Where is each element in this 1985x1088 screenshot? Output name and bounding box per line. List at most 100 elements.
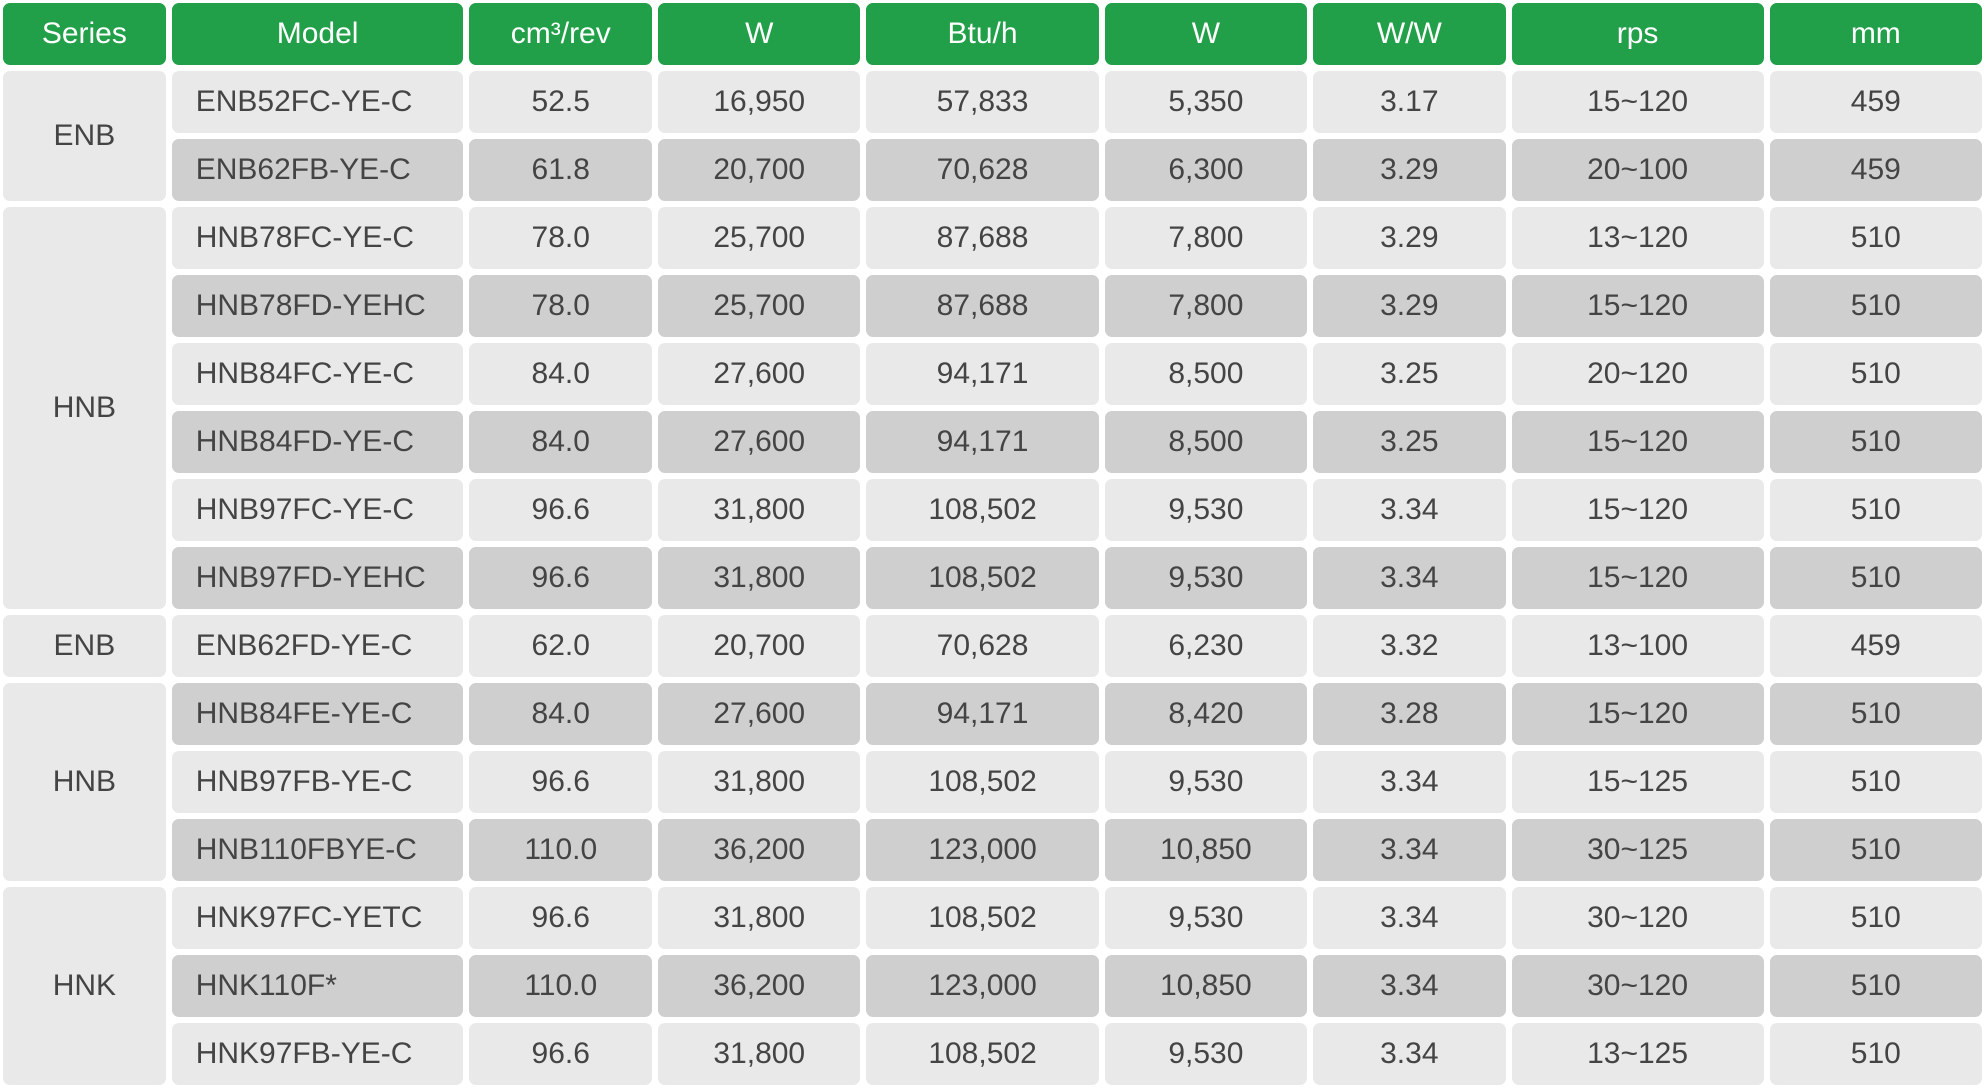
- rps-cell: 13~125: [1509, 1020, 1767, 1088]
- col-header-btu: Btu/h: [863, 0, 1101, 68]
- cm3-cell: 61.8: [466, 136, 655, 204]
- btu-cell: 57,833: [863, 68, 1101, 136]
- table-row: HNB97FD-YEHC96.631,800108,5029,5303.3415…: [0, 544, 1985, 612]
- table-header: Series Model cm³/rev W Btu/h W W/W rps m…: [0, 0, 1985, 68]
- col-header-cm3: cm³/rev: [466, 0, 655, 68]
- w2-cell: 8,500: [1102, 408, 1310, 476]
- ww-cell: 3.29: [1310, 272, 1509, 340]
- btu-cell: 108,502: [863, 1020, 1101, 1088]
- w2-cell: 10,850: [1102, 816, 1310, 884]
- rps-cell: 20~120: [1509, 340, 1767, 408]
- table-row: ENBENB62FD-YE-C62.020,70070,6286,2303.32…: [0, 612, 1985, 680]
- rps-cell: 30~120: [1509, 884, 1767, 952]
- model-cell: HNB84FD-YE-C: [169, 408, 467, 476]
- cm3-cell: 84.0: [466, 408, 655, 476]
- rps-cell: 15~120: [1509, 544, 1767, 612]
- mm-cell: 510: [1767, 272, 1985, 340]
- model-cell: HNB97FD-YEHC: [169, 544, 467, 612]
- model-cell: HNB97FB-YE-C: [169, 748, 467, 816]
- spec-table-container: Series Model cm³/rev W Btu/h W W/W rps m…: [0, 0, 1985, 1088]
- rps-cell: 15~120: [1509, 272, 1767, 340]
- w2-cell: 9,530: [1102, 1020, 1310, 1088]
- w2-cell: 9,530: [1102, 884, 1310, 952]
- ww-cell: 3.25: [1310, 408, 1509, 476]
- table-row: HNKHNK97FC-YETC96.631,800108,5029,5303.3…: [0, 884, 1985, 952]
- rps-cell: 15~120: [1509, 408, 1767, 476]
- w1-cell: 31,800: [655, 1020, 863, 1088]
- series-cell: HNB: [0, 680, 169, 884]
- rps-cell: 15~120: [1509, 476, 1767, 544]
- model-cell: HNK110F*: [169, 952, 467, 1020]
- table-row: HNB84FD-YE-C84.027,60094,1718,5003.2515~…: [0, 408, 1985, 476]
- btu-cell: 123,000: [863, 816, 1101, 884]
- col-header-ww: W/W: [1310, 0, 1509, 68]
- series-cell: HNB: [0, 204, 169, 612]
- mm-cell: 510: [1767, 884, 1985, 952]
- series-cell: HNK: [0, 884, 169, 1088]
- rps-cell: 30~125: [1509, 816, 1767, 884]
- btu-cell: 94,171: [863, 408, 1101, 476]
- btu-cell: 108,502: [863, 476, 1101, 544]
- w1-cell: 27,600: [655, 680, 863, 748]
- ww-cell: 3.25: [1310, 340, 1509, 408]
- mm-cell: 510: [1767, 680, 1985, 748]
- btu-cell: 123,000: [863, 952, 1101, 1020]
- w2-cell: 8,500: [1102, 340, 1310, 408]
- table-row: HNK97FB-YE-C96.631,800108,5029,5303.3413…: [0, 1020, 1985, 1088]
- mm-cell: 459: [1767, 136, 1985, 204]
- model-cell: HNK97FB-YE-C: [169, 1020, 467, 1088]
- ww-cell: 3.34: [1310, 544, 1509, 612]
- col-header-mm: mm: [1767, 0, 1985, 68]
- table-row: HNB97FC-YE-C96.631,800108,5029,5303.3415…: [0, 476, 1985, 544]
- series-cell: ENB: [0, 612, 169, 680]
- mm-cell: 510: [1767, 952, 1985, 1020]
- ww-cell: 3.34: [1310, 816, 1509, 884]
- rps-cell: 13~120: [1509, 204, 1767, 272]
- btu-cell: 70,628: [863, 612, 1101, 680]
- w2-cell: 5,350: [1102, 68, 1310, 136]
- mm-cell: 510: [1767, 816, 1985, 884]
- w1-cell: 16,950: [655, 68, 863, 136]
- mm-cell: 510: [1767, 340, 1985, 408]
- table-row: HNBHNB78FC-YE-C78.025,70087,6887,8003.29…: [0, 204, 1985, 272]
- cm3-cell: 96.6: [466, 748, 655, 816]
- ww-cell: 3.29: [1310, 136, 1509, 204]
- rps-cell: 20~100: [1509, 136, 1767, 204]
- model-cell: ENB62FD-YE-C: [169, 612, 467, 680]
- w2-cell: 10,850: [1102, 952, 1310, 1020]
- rps-cell: 30~120: [1509, 952, 1767, 1020]
- model-cell: HNB97FC-YE-C: [169, 476, 467, 544]
- btu-cell: 108,502: [863, 884, 1101, 952]
- ww-cell: 3.34: [1310, 748, 1509, 816]
- w2-cell: 9,530: [1102, 748, 1310, 816]
- table-row: HNBHNB84FE-YE-C84.027,60094,1718,4203.28…: [0, 680, 1985, 748]
- cm3-cell: 78.0: [466, 272, 655, 340]
- cm3-cell: 52.5: [466, 68, 655, 136]
- cm3-cell: 84.0: [466, 340, 655, 408]
- mm-cell: 510: [1767, 544, 1985, 612]
- rps-cell: 15~125: [1509, 748, 1767, 816]
- col-header-w1: W: [655, 0, 863, 68]
- col-header-model: Model: [169, 0, 467, 68]
- cm3-cell: 96.6: [466, 884, 655, 952]
- table-body: ENBENB52FC-YE-C52.516,95057,8335,3503.17…: [0, 68, 1985, 1088]
- ww-cell: 3.28: [1310, 680, 1509, 748]
- w2-cell: 6,300: [1102, 136, 1310, 204]
- cm3-cell: 96.6: [466, 544, 655, 612]
- model-cell: HNB84FE-YE-C: [169, 680, 467, 748]
- model-cell: HNK97FC-YETC: [169, 884, 467, 952]
- mm-cell: 459: [1767, 612, 1985, 680]
- ww-cell: 3.34: [1310, 1020, 1509, 1088]
- ww-cell: 3.32: [1310, 612, 1509, 680]
- model-cell: HNB110FBYE-C: [169, 816, 467, 884]
- w1-cell: 36,200: [655, 816, 863, 884]
- series-cell: ENB: [0, 68, 169, 204]
- w2-cell: 9,530: [1102, 476, 1310, 544]
- mm-cell: 510: [1767, 408, 1985, 476]
- model-cell: ENB52FC-YE-C: [169, 68, 467, 136]
- mm-cell: 510: [1767, 204, 1985, 272]
- btu-cell: 87,688: [863, 272, 1101, 340]
- w2-cell: 9,530: [1102, 544, 1310, 612]
- model-cell: HNB84FC-YE-C: [169, 340, 467, 408]
- cm3-cell: 110.0: [466, 816, 655, 884]
